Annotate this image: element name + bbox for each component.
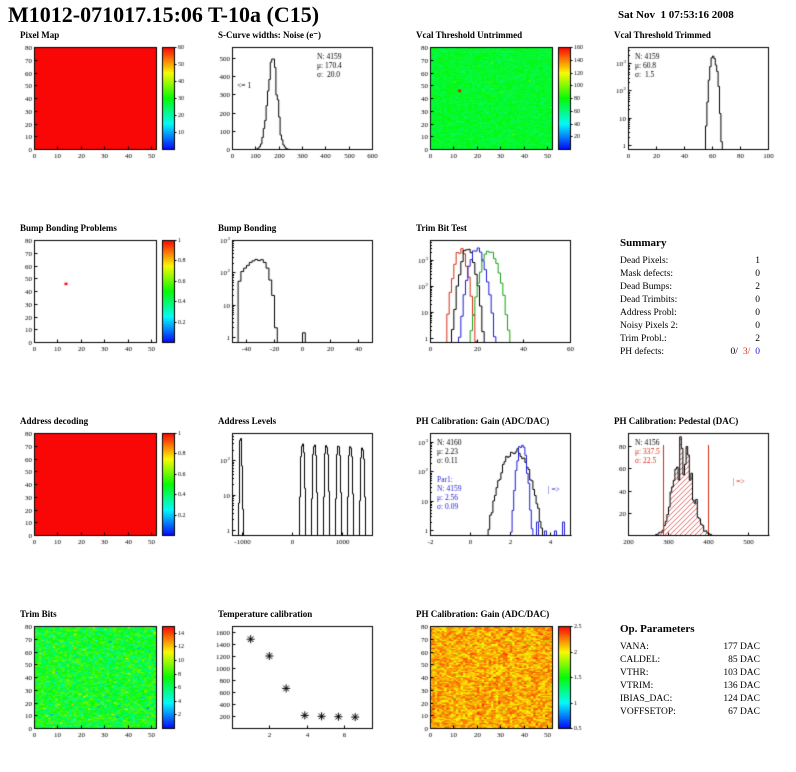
pixel-map-canvas [8, 42, 198, 164]
address-decoding-canvas [8, 428, 198, 550]
summary-row-ph-defects: PH defects: 0/3/0 [620, 346, 760, 359]
plot-title: Trim Bits [20, 609, 57, 619]
plot-trim-bits: Trim Bits [8, 609, 204, 772]
plot-trim-bit-test: Trim Bit Test [404, 223, 600, 413]
op-parameter-row: IBIAS_DAC: 124 DAC [620, 693, 760, 706]
summary-value: 2 [755, 282, 760, 292]
plot-address-levels: Address Levels [206, 416, 402, 606]
op-parameter-value: 177 DAC [723, 642, 760, 652]
plot-title: PH Calibration: Pedestal (DAC) [614, 416, 739, 426]
plot-bump-bonding-problems: Bump Bonding Problems [8, 223, 204, 413]
summary-title: Summary [620, 237, 667, 249]
summary-label: Trim Probl.: [620, 334, 667, 344]
plot-title: Bump Bonding [218, 223, 277, 233]
op-parameter-value: 67 DAC [728, 707, 760, 717]
plot-scurve-noise: S-Curve widths: Noise (e⁻) [206, 30, 402, 220]
plot-ph-gain-map: PH Calibration: Gain (ADC/DAC) [404, 609, 600, 772]
op-parameter-label: VTHR: [620, 668, 649, 678]
plot-address-decoding: Address decoding [8, 416, 204, 606]
vcal-untrimmed-canvas [404, 42, 594, 164]
trim-bit-test-canvas [404, 235, 594, 357]
plot-title: Address Levels [218, 416, 277, 426]
ph-defects-pedestal: 3/ [742, 347, 751, 357]
op-parameter-value: 124 DAC [723, 694, 760, 704]
op-parameter-row: VTHR: 103 DAC [620, 667, 760, 680]
plot-pixel-map: Pixel Map [8, 30, 204, 220]
summary-row: Dead Bumps: 2 [620, 281, 760, 294]
summary-value: 0 [755, 295, 760, 305]
op-parameter-row: VOFFSETOP: 67 DAC [620, 706, 760, 719]
ph-gain-map-canvas [404, 621, 594, 743]
summary-row: Mask defects: 0 [620, 268, 760, 281]
summary-row: Address Probl: 0 [620, 307, 760, 320]
summary-row: Trim Probl.: 2 [620, 333, 760, 346]
page-title: M1012-071017.15:06 T-10a (C15) [8, 2, 320, 27]
plot-title: Temperature calibration [218, 609, 313, 619]
summary-label: Dead Trimbits: [620, 295, 678, 305]
ph-defects-values: 0/3/0 [725, 346, 760, 359]
plot-title: PH Calibration: Gain (ADC/DAC) [416, 609, 550, 619]
plot-ph-pedestal: PH Calibration: Pedestal (DAC) [602, 416, 796, 606]
plot-title: Trim Bit Test [416, 223, 467, 233]
plot-vcal-trimmed: Vcal Threshold Trimmed [602, 30, 796, 220]
plot-title: S-Curve widths: Noise (e⁻) [218, 30, 321, 40]
op-parameter-value: 103 DAC [723, 668, 760, 678]
summary-panel: Summary Dead Pixels: 1 Mask defects: 0 Dea… [602, 223, 796, 413]
summary-row: Dead Trimbits: 0 [620, 294, 760, 307]
op-parameter-row: VTRIM: 136 DAC [620, 680, 760, 693]
plot-ph-gain-hist: PH Calibration: Gain (ADC/DAC) [404, 416, 600, 606]
summary-value: 0 [755, 308, 760, 318]
summary-label: Dead Bumps: [620, 282, 672, 292]
ph-gain-hist-canvas [404, 428, 594, 550]
temperature-calibration-canvas [206, 621, 396, 743]
summary-label: Mask defects: [620, 269, 674, 279]
summary-row: Dead Pixels: 1 [620, 255, 760, 268]
op-parameter-label: CALDEL: [620, 655, 661, 665]
op-parameter-label: VOFFSETOP: [620, 707, 676, 717]
summary-label: PH defects: [620, 347, 665, 357]
op-parameter-row: VANA: 177 DAC [620, 641, 760, 654]
summary-row: Noisy Pixels 2: 0 [620, 320, 760, 333]
bump-bonding-canvas [206, 235, 396, 357]
summary-label: Dead Pixels: [620, 256, 669, 266]
ph-defects-par1: 0 [755, 347, 760, 357]
ph-defects-gain: 0/ [730, 347, 738, 357]
summary-value: 0 [755, 269, 760, 279]
trim-bits-canvas [8, 621, 198, 743]
plot-title: Address decoding [20, 416, 89, 426]
plot-title: PH Calibration: Gain (ADC/DAC) [416, 416, 550, 426]
op-parameter-row: CALDEL: 85 DAC [620, 654, 760, 667]
plot-title: Vcal Threshold Untrimmed [416, 30, 523, 40]
plot-vcal-untrimmed: Vcal Threshold Untrimmed [404, 30, 600, 220]
op-parameter-value: 85 DAC [728, 655, 760, 665]
plot-title: Pixel Map [20, 30, 60, 40]
summary-label: Address Probl: [620, 308, 677, 318]
plot-bump-bonding: Bump Bonding [206, 223, 402, 413]
op-parameter-label: IBIAS_DAC: [620, 694, 673, 704]
op-parameter-label: VANA: [620, 642, 649, 652]
plot-title: Vcal Threshold Trimmed [614, 30, 711, 40]
op-parameter-label: VTRIM: [620, 681, 654, 691]
address-levels-canvas [206, 428, 396, 550]
summary-value: 1 [755, 256, 760, 266]
summary-value: 0 [755, 321, 760, 331]
summary-label: Noisy Pixels 2: [620, 321, 679, 331]
ph-pedestal-canvas [602, 428, 792, 550]
op-parameter-value: 136 DAC [723, 681, 760, 691]
vcal-trimmed-canvas [602, 42, 792, 164]
plot-temperature-calibration: Temperature calibration [206, 609, 402, 772]
op-parameters-panel: Op. Parameters VANA: 177 DAC CALDEL: 85 DA… [602, 609, 796, 772]
summary-value: 2 [755, 334, 760, 344]
timestamp: Sat Nov 1 07:53:16 2008 [618, 9, 734, 21]
plot-title: Bump Bonding Problems [20, 223, 117, 233]
bump-bonding-problems-canvas [8, 235, 198, 357]
op-parameters-title: Op. Parameters [620, 623, 695, 635]
scurve-noise-canvas [206, 42, 396, 164]
